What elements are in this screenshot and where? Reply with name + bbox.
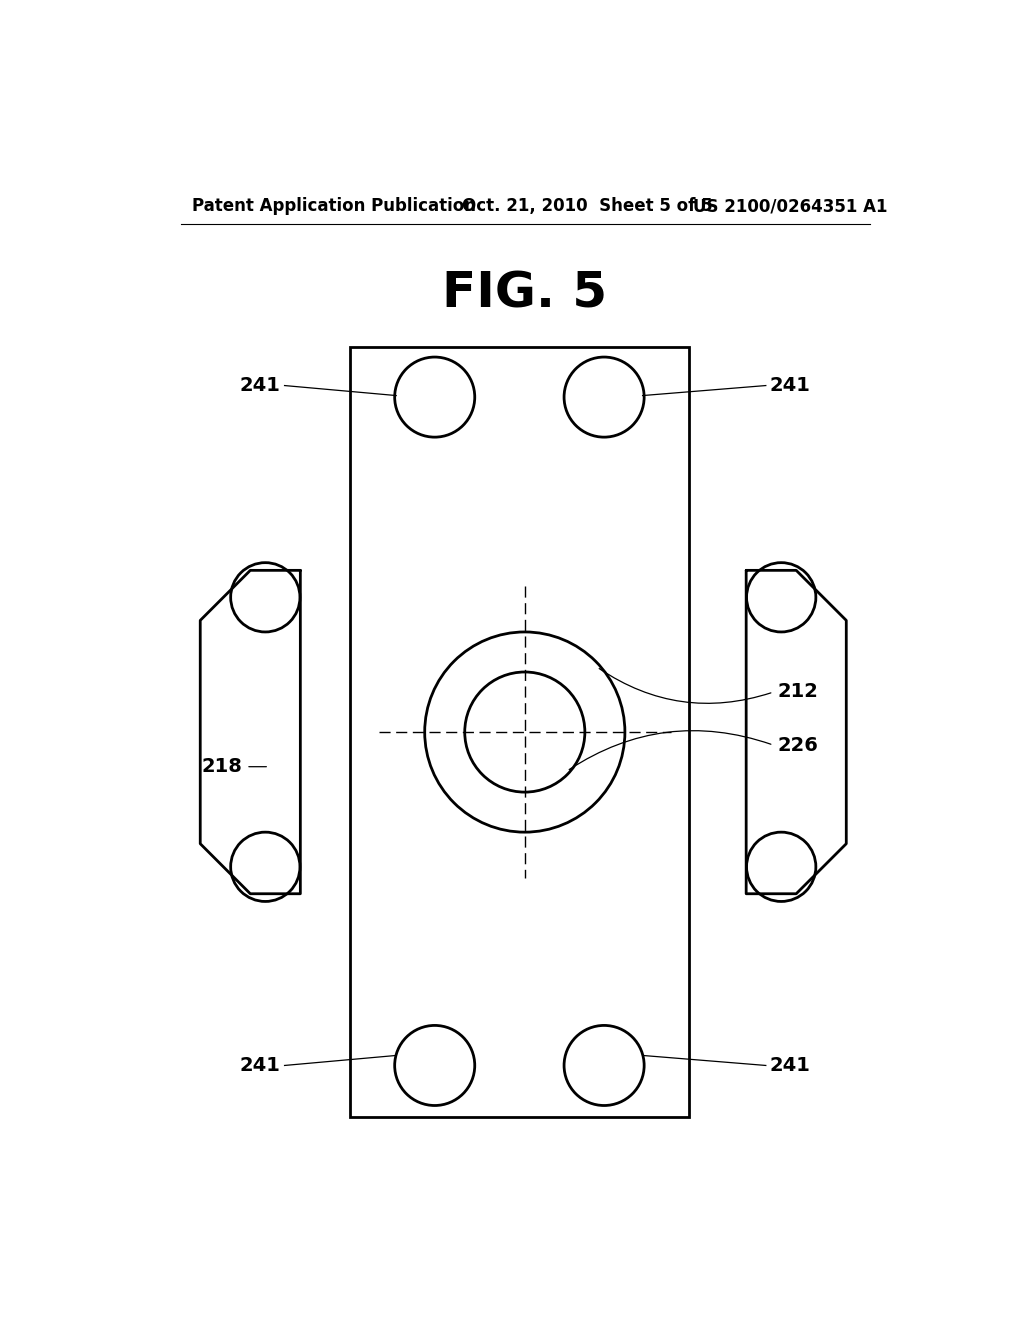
Text: 241: 241 <box>240 1056 281 1074</box>
Text: 241: 241 <box>240 376 281 395</box>
Text: 241: 241 <box>770 376 811 395</box>
Text: 218: 218 <box>202 758 243 776</box>
Text: Oct. 21, 2010  Sheet 5 of 5: Oct. 21, 2010 Sheet 5 of 5 <box>462 197 713 215</box>
Text: US 2100/0264351 A1: US 2100/0264351 A1 <box>692 197 887 215</box>
Text: 226: 226 <box>777 735 818 755</box>
Text: FIG. 5: FIG. 5 <box>442 269 607 317</box>
Bar <box>350 347 689 1117</box>
Text: Patent Application Publication: Patent Application Publication <box>193 197 476 215</box>
Text: 241: 241 <box>770 1056 811 1074</box>
Text: 212: 212 <box>777 681 818 701</box>
